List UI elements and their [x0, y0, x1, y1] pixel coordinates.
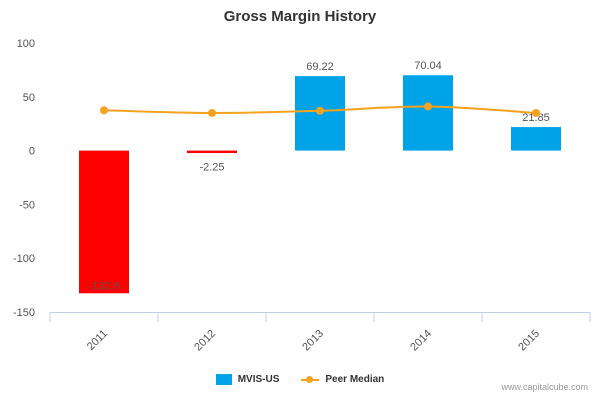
- x-tick-label: 2011: [85, 328, 110, 353]
- y-tick-label: -50: [19, 199, 35, 211]
- x-tick-label: 2015: [516, 328, 542, 354]
- x-tick-label: 2013: [300, 328, 326, 354]
- y-tick-label: 50: [23, 92, 35, 104]
- peer-median-point[interactable]: [316, 106, 324, 115]
- legend-label-peer-median: Peer Median: [325, 374, 385, 385]
- bar-labels: -132.6 -2.25 69.22 70.04 21.85: [88, 60, 549, 292]
- bar-data-label: -132.6: [88, 280, 119, 292]
- legend-item-peer-median[interactable]: Peer Median: [301, 374, 384, 385]
- y-tick-label: 100: [17, 38, 35, 50]
- legend: MVIS-US Peer Median: [0, 374, 600, 385]
- y-tick-label: -100: [13, 253, 35, 265]
- x-axis: 2011 2012 2013 2014 2015: [49, 312, 591, 354]
- peer-median-point[interactable]: [208, 108, 216, 117]
- watermark: www.capitalcube.com: [501, 382, 588, 392]
- y-axis: 100 50 0 -50 -100 -150: [13, 38, 35, 319]
- legend-swatch-peer-median: [301, 374, 320, 385]
- bar-data-label: 69.22: [306, 61, 334, 73]
- chart-title: Gross Margin History: [223, 8, 377, 25]
- bar-mvis[interactable]: [403, 75, 453, 151]
- x-tick-label: 2012: [192, 328, 218, 354]
- peer-median-point[interactable]: [532, 108, 540, 117]
- legend-label-mvis: MVIS-US: [237, 374, 280, 385]
- y-tick-label: -150: [13, 307, 35, 319]
- x-tick-label: 2014: [408, 328, 434, 354]
- bar-data-label: 21.85: [522, 112, 550, 124]
- bar-data-label: 70.04: [414, 60, 442, 72]
- peer-median-point[interactable]: [424, 102, 432, 111]
- bar-mvis[interactable]: [187, 150, 237, 154]
- legend-item-mvis[interactable]: MVIS-US: [215, 374, 280, 385]
- peer-median-series: [100, 102, 540, 117]
- legend-swatch-mvis: [215, 374, 232, 385]
- bar-data-label: -2.25: [199, 162, 224, 174]
- bar-mvis[interactable]: [511, 127, 561, 151]
- bar-mvis[interactable]: [79, 150, 129, 294]
- y-tick-label: 0: [29, 146, 35, 158]
- peer-median-point[interactable]: [100, 106, 108, 115]
